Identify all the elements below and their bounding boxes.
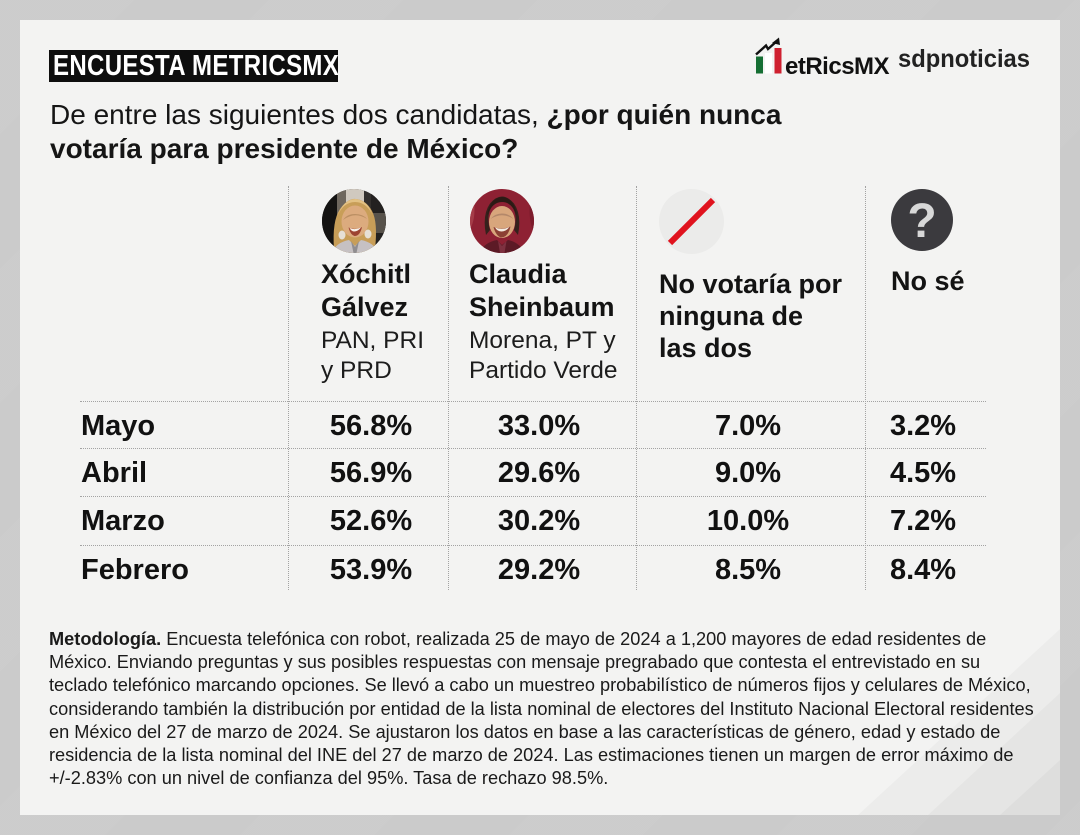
svg-text:etRicsMX: etRicsMX: [785, 53, 890, 80]
svg-text:?: ?: [907, 195, 936, 248]
